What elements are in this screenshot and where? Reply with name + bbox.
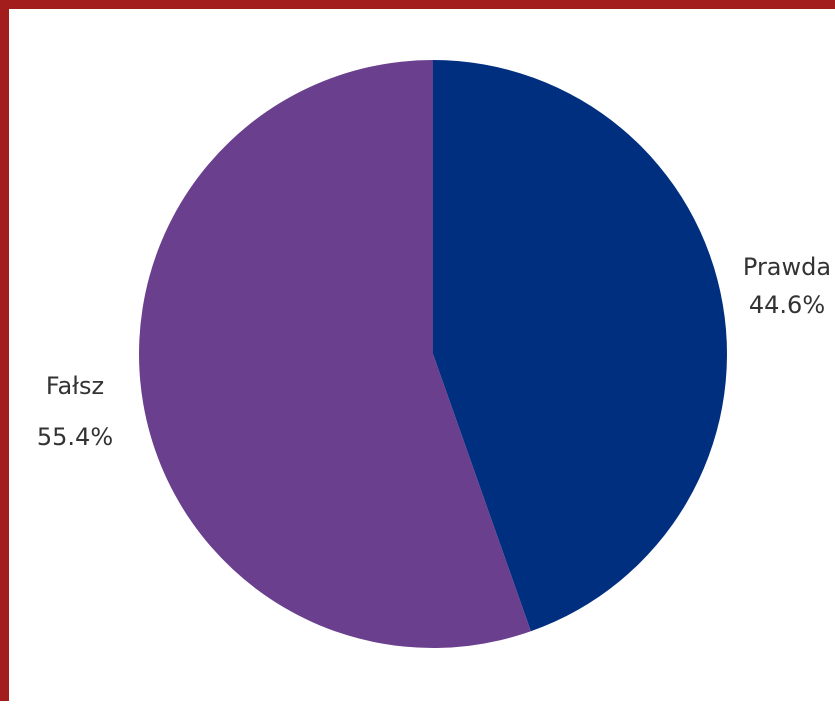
pie-labels: Prawda 44.6% Fałsz 55.4% <box>37 253 831 451</box>
slice-category-label: Prawda <box>743 253 831 281</box>
pie-slices <box>138 60 727 648</box>
pie-chart: Prawda 44.6% Fałsz 55.4% <box>37 60 831 648</box>
slice-category-label: Fałsz <box>46 372 104 400</box>
slice-value-label: 55.4% <box>37 423 113 451</box>
pie-slice-fałsz <box>138 60 531 648</box>
slice-value-label: 44.6% <box>749 291 825 319</box>
pie-slice-prawda <box>433 60 727 632</box>
